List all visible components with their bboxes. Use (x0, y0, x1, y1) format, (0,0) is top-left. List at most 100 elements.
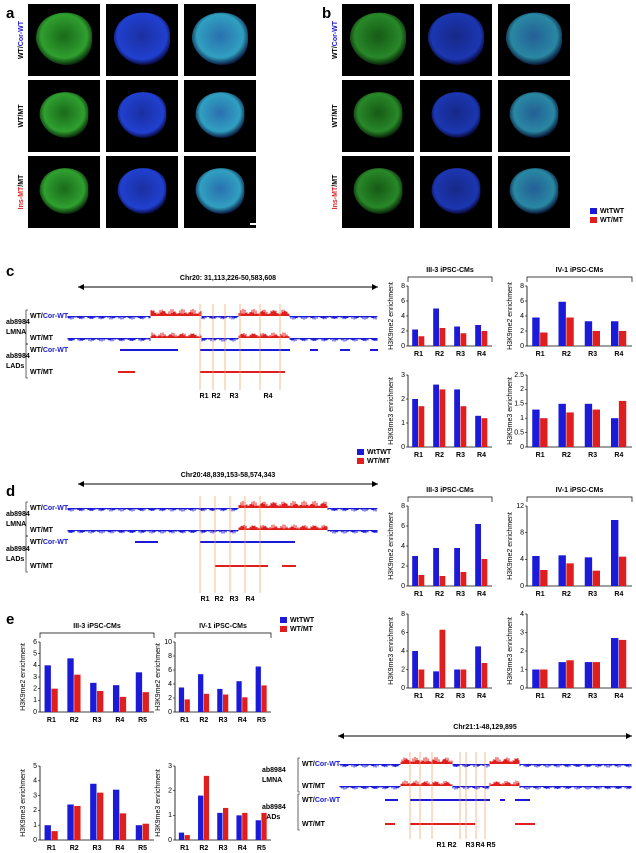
x-tick-label: R1 (536, 591, 545, 598)
sample-label-part: Cor-WT (315, 761, 341, 768)
bar (532, 669, 540, 688)
bar (51, 831, 58, 840)
bar (242, 697, 248, 712)
panel-label: d (6, 483, 15, 500)
sample-label: WT/MT (302, 783, 326, 790)
y-tick-label: 0 (401, 343, 405, 350)
y-tick-label: 8 (168, 653, 172, 660)
y-tick-label: 1 (33, 822, 37, 829)
bracket (25, 535, 28, 573)
sample-label-part: Cor-WT (43, 539, 69, 546)
y-tick-label: 2 (168, 788, 172, 795)
x-tick-label: R2 (562, 693, 571, 700)
panel-label: e (6, 611, 14, 628)
x-tick-label: R1 (414, 351, 423, 358)
bar (618, 331, 627, 346)
bar (532, 556, 540, 586)
x-tick-label: R4 (115, 845, 124, 852)
panel-label: a (6, 5, 15, 22)
y-tick-label: 3 (168, 763, 172, 770)
x-tick-label: R2 (562, 452, 571, 459)
nucleus (349, 12, 407, 65)
y-tick-label: 3 (33, 792, 37, 799)
y-tick-label: 1 (520, 666, 524, 673)
bar (97, 792, 104, 840)
sample-label-part: WT/MT (30, 527, 54, 534)
legend-swatch (590, 208, 597, 214)
y-tick-label: 0 (401, 444, 405, 451)
sample-label-part: WT/ (30, 539, 43, 546)
bar (112, 789, 120, 840)
y-tick-label: 6 (33, 639, 37, 646)
bar (203, 693, 210, 712)
y-tick-label: 1 (33, 697, 37, 704)
y-axis-label: H3K9me3 enrichment (388, 377, 395, 445)
track-group-label: LADs (6, 556, 24, 563)
x-tick-label: R4 (477, 693, 486, 700)
track-group-label: ab8984 (6, 546, 30, 553)
y-tick-label: 0.5 (514, 429, 524, 436)
region-label: R3 (466, 842, 475, 849)
lad-segment (215, 565, 268, 567)
sample-label-part: WT/ (30, 505, 43, 512)
x-tick-label: R4 (614, 591, 623, 598)
y-tick-label: 2 (520, 328, 524, 335)
row-label-part: Ins-MT (332, 186, 339, 209)
bar (67, 804, 74, 840)
y-tick-label: 2 (520, 648, 524, 655)
bracket (25, 501, 28, 537)
y-tick-label: 8 (520, 283, 524, 290)
bar (223, 694, 229, 712)
nucleus (191, 12, 249, 65)
bar (618, 400, 627, 447)
region-label: R1 (437, 842, 446, 849)
y-axis-label: H3K9me3 enrichment (155, 769, 162, 837)
bar (618, 556, 627, 586)
lad-segment (310, 349, 318, 351)
row-label-part: Cor-WT (18, 20, 25, 46)
region-label: R2 (215, 596, 224, 603)
x-tick-label: R3 (588, 351, 597, 358)
bar (236, 815, 242, 840)
row-label: Ins-MT/MT (18, 174, 25, 209)
bar (611, 520, 619, 586)
nucleus (353, 168, 403, 214)
bar (178, 832, 185, 840)
lad-segment (340, 349, 350, 351)
y-axis-label: H3K9me3 enrichment (388, 617, 395, 685)
sample-label: WT/MT (30, 563, 54, 570)
sample-label-part: WT/MT (30, 563, 54, 570)
x-tick-label: R1 (536, 693, 545, 700)
signal-negative (339, 764, 632, 768)
sample-label: WT/Cor-WT (30, 505, 69, 512)
x-tick-label: R3 (588, 452, 597, 459)
bar (540, 418, 548, 447)
y-axis-label: H3K9me2 enrichment (388, 282, 395, 350)
bar (566, 317, 574, 346)
signal-negative (67, 508, 378, 512)
nucleus (113, 12, 171, 65)
y-tick-label: 4 (168, 681, 172, 688)
signal-negative (339, 786, 632, 790)
bar (184, 835, 190, 840)
sample-label-part: WT/ (30, 347, 43, 354)
row-label-part: Ins-MT (18, 186, 25, 209)
bar (418, 406, 425, 447)
y-tick-label: 2 (168, 695, 172, 702)
y-tick-label: 3 (520, 629, 524, 636)
nucleus (195, 168, 245, 214)
row-label: WT/MT (18, 104, 25, 128)
bar (460, 406, 467, 447)
y-tick-label: 8 (401, 503, 405, 510)
bar (460, 572, 467, 586)
region-label: R5 (487, 842, 496, 849)
track-group-label: LADs (262, 814, 280, 821)
bar (142, 823, 149, 840)
row-label: Ins-MT/MT (332, 174, 339, 209)
x-tick-label: R1 (180, 845, 189, 852)
channel-label: DAPI (110, 8, 126, 15)
y-tick-label: 0 (401, 685, 405, 692)
bar (412, 399, 418, 447)
bar (611, 638, 619, 688)
signal-negative (67, 316, 378, 320)
